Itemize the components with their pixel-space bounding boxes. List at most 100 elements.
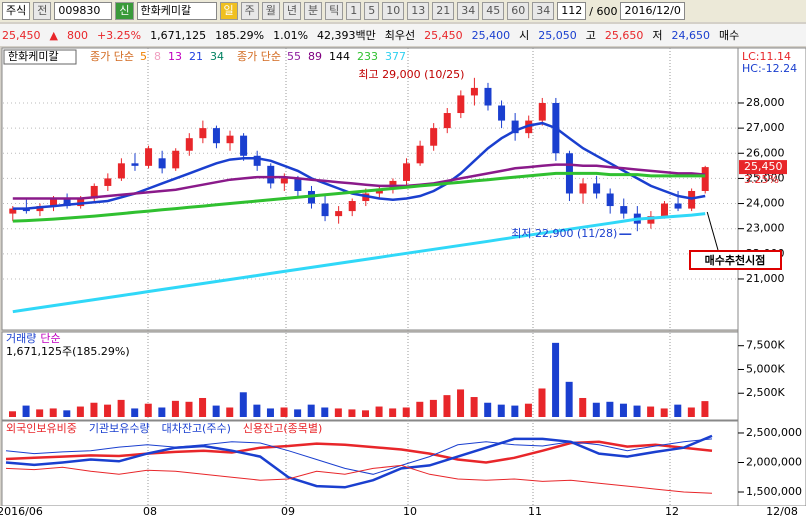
- candle-body: [267, 165, 275, 184]
- x-tick-label: 12/08: [766, 505, 798, 518]
- count[interactable]: 112: [557, 2, 587, 20]
- volume-bar: [538, 388, 546, 417]
- badge[interactable]: 신: [115, 2, 134, 20]
- candle-body: [674, 203, 682, 209]
- y-tick-label: 1,500,000: [746, 485, 802, 498]
- volume-bar: [552, 342, 560, 417]
- y-tick-label: 26,000: [746, 146, 785, 159]
- legend-period: 34: [210, 50, 224, 63]
- last-price: 25,450: [744, 160, 783, 173]
- y-tick-label: 27,000: [746, 121, 785, 134]
- legend-entry: 대차잔고(주수): [162, 422, 231, 435]
- prev[interactable]: 전: [33, 2, 52, 20]
- info-item: 25,450: [424, 28, 463, 42]
- candle-body: [620, 206, 628, 214]
- period-button[interactable]: 월: [261, 2, 280, 20]
- legend-period: 5: [140, 50, 147, 63]
- info-item: 42,393백만: [317, 29, 376, 42]
- legend-period: 89: [308, 50, 322, 63]
- period-button[interactable]: 주: [240, 2, 259, 20]
- y-tick-label: 21,000: [746, 272, 785, 285]
- candle-body: [280, 178, 288, 184]
- candle-body: [443, 113, 451, 129]
- y-tick-label: 2,500,000: [746, 426, 802, 439]
- volume-bar: [294, 409, 302, 417]
- volume-bar: [511, 405, 519, 417]
- volume-bar: [633, 405, 641, 417]
- candle-body: [321, 203, 329, 217]
- info-item: 저: [652, 29, 663, 42]
- volume-bar: [402, 407, 410, 417]
- info-item: 1,671,125: [150, 28, 207, 42]
- candle-body: [416, 145, 424, 164]
- x-tick-label: 2016/06: [0, 505, 43, 518]
- volume-bar: [619, 403, 627, 417]
- code[interactable]: 009830: [54, 2, 113, 20]
- candle-body: [470, 87, 478, 96]
- x-axis-area: [0, 506, 806, 518]
- stock-name[interactable]: 한화케미칼: [136, 2, 217, 20]
- candle-body: [90, 185, 98, 199]
- volume-bar: [239, 392, 247, 417]
- volume-bar: [674, 404, 682, 417]
- lc-label: LC:11.14: [742, 50, 791, 63]
- candle-body: [63, 198, 71, 207]
- interval-button[interactable]: 5: [364, 2, 380, 20]
- x-tick-label: 08: [143, 505, 157, 518]
- volume-bar: [660, 408, 668, 417]
- interval-button[interactable]: 10: [382, 2, 405, 20]
- signal-box: [689, 250, 782, 270]
- volume-bar: [90, 402, 98, 417]
- period-button[interactable]: 틱: [325, 2, 344, 20]
- volume-bar: [579, 397, 587, 417]
- toolbar: 주식 전 009830 신 한화케미칼 일 주 월 년 분 틱 1 5 10 13 21 34 45 60…: [0, 0, 806, 22]
- volume-value: 1,671,125주(185.29%): [6, 345, 130, 358]
- volume-bar: [389, 408, 397, 417]
- y-tick-label: 5,000K: [746, 362, 785, 375]
- moving-average: [12, 171, 706, 223]
- candle-body: [199, 128, 207, 139]
- signal-label: 매수추천시점: [705, 253, 766, 267]
- candle-body: [145, 148, 153, 166]
- interval-button[interactable]: 1: [346, 2, 362, 20]
- info-bar: 25,450 ▲ 800 +3.25% 1,671,125 185.29% 1.01% 42,…: [0, 24, 806, 46]
- volume-bar: [266, 408, 274, 417]
- info-item: ▲: [49, 28, 58, 42]
- legend-label: 종가 단순: [90, 50, 134, 63]
- total: / 600: [589, 4, 618, 18]
- interval-button[interactable]: 34: [457, 2, 480, 20]
- interval-button[interactable]: 45: [482, 2, 505, 20]
- interval-button[interactable]: 34: [532, 2, 555, 20]
- candle-body: [403, 163, 411, 181]
- moving-average: [12, 121, 706, 210]
- candle-body: [158, 158, 166, 169]
- volume-bar: [171, 400, 179, 417]
- info-item: 매수: [719, 29, 740, 42]
- info-item: 고: [585, 29, 596, 42]
- info-item: 800: [66, 28, 88, 42]
- x-tick-label: 12: [665, 505, 679, 518]
- volume-bar: [416, 401, 424, 417]
- date[interactable]: 2016/12/0: [620, 2, 685, 20]
- market[interactable]: 주식: [2, 2, 31, 20]
- info-item: 시: [519, 29, 530, 42]
- volume-bar: [49, 408, 57, 417]
- interval-button[interactable]: 21: [432, 2, 455, 20]
- moving-average: [12, 212, 706, 314]
- legend-period: 8: [154, 50, 161, 63]
- volume-bar: [484, 402, 492, 417]
- candle-body: [701, 167, 709, 191]
- volume-bar: [36, 409, 44, 417]
- y-tick-label: 2,500K: [746, 386, 785, 399]
- panel: [1, 420, 739, 507]
- volume-bar: [185, 401, 193, 417]
- candle-body: [688, 190, 696, 209]
- interval-button[interactable]: 13: [407, 2, 430, 20]
- interval-button[interactable]: 60: [507, 2, 530, 20]
- legend-title: 한화케미칼: [8, 50, 59, 63]
- candle-body: [226, 135, 234, 144]
- period-button[interactable]: 일: [219, 2, 238, 20]
- period-button[interactable]: 년: [282, 2, 301, 20]
- period-button[interactable]: 분: [304, 2, 323, 20]
- volume-bar: [307, 404, 315, 417]
